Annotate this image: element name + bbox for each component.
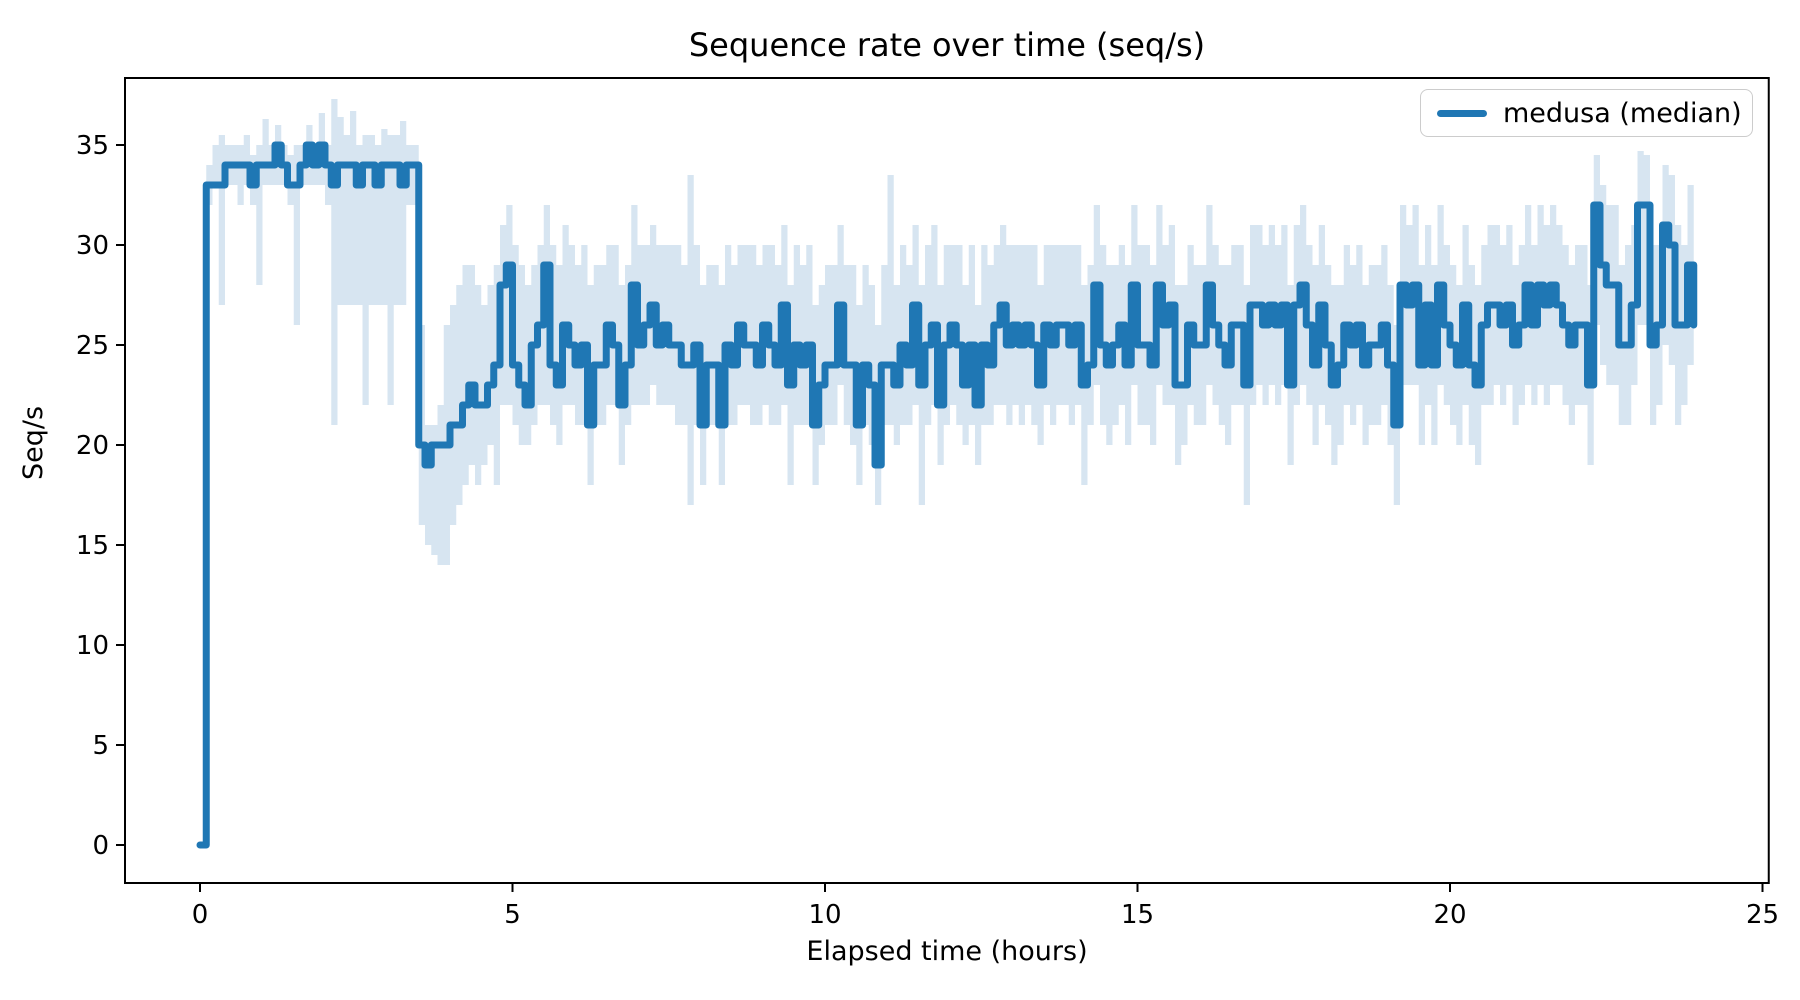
legend-label: medusa (median) [1503, 97, 1742, 129]
median-line [196, 141, 1698, 849]
y-tick-label: 25 [76, 331, 109, 361]
y-tick-label: 5 [92, 731, 109, 761]
y-tick-label: 10 [76, 631, 109, 661]
x-axis-label: Elapsed time (hours) [806, 936, 1088, 967]
chart-title: Sequence rate over time (seq/s) [688, 26, 1206, 64]
legend: medusa (median) [1420, 89, 1753, 137]
x-tick-label: 10 [808, 900, 841, 930]
x-tick-label: 20 [1433, 900, 1466, 930]
axis-ticks: 0 5 10 15 20 25 0 5 10 15 20 25 30 35 [76, 131, 1779, 930]
axes-spines [124, 77, 1770, 884]
y-tick-label: 20 [76, 431, 109, 461]
y-tick-label: 15 [76, 531, 109, 561]
legend-handle-line [1437, 109, 1487, 117]
y-tick-label: 30 [76, 231, 109, 261]
band-area [200, 99, 1694, 845]
x-tick-label: 5 [504, 900, 521, 930]
y-tick-label: 35 [76, 131, 109, 161]
x-tick-label: 25 [1746, 900, 1779, 930]
y-tick-label: 0 [92, 831, 109, 861]
x-tick-label: 0 [192, 900, 209, 930]
x-tick-label: 15 [1121, 900, 1154, 930]
